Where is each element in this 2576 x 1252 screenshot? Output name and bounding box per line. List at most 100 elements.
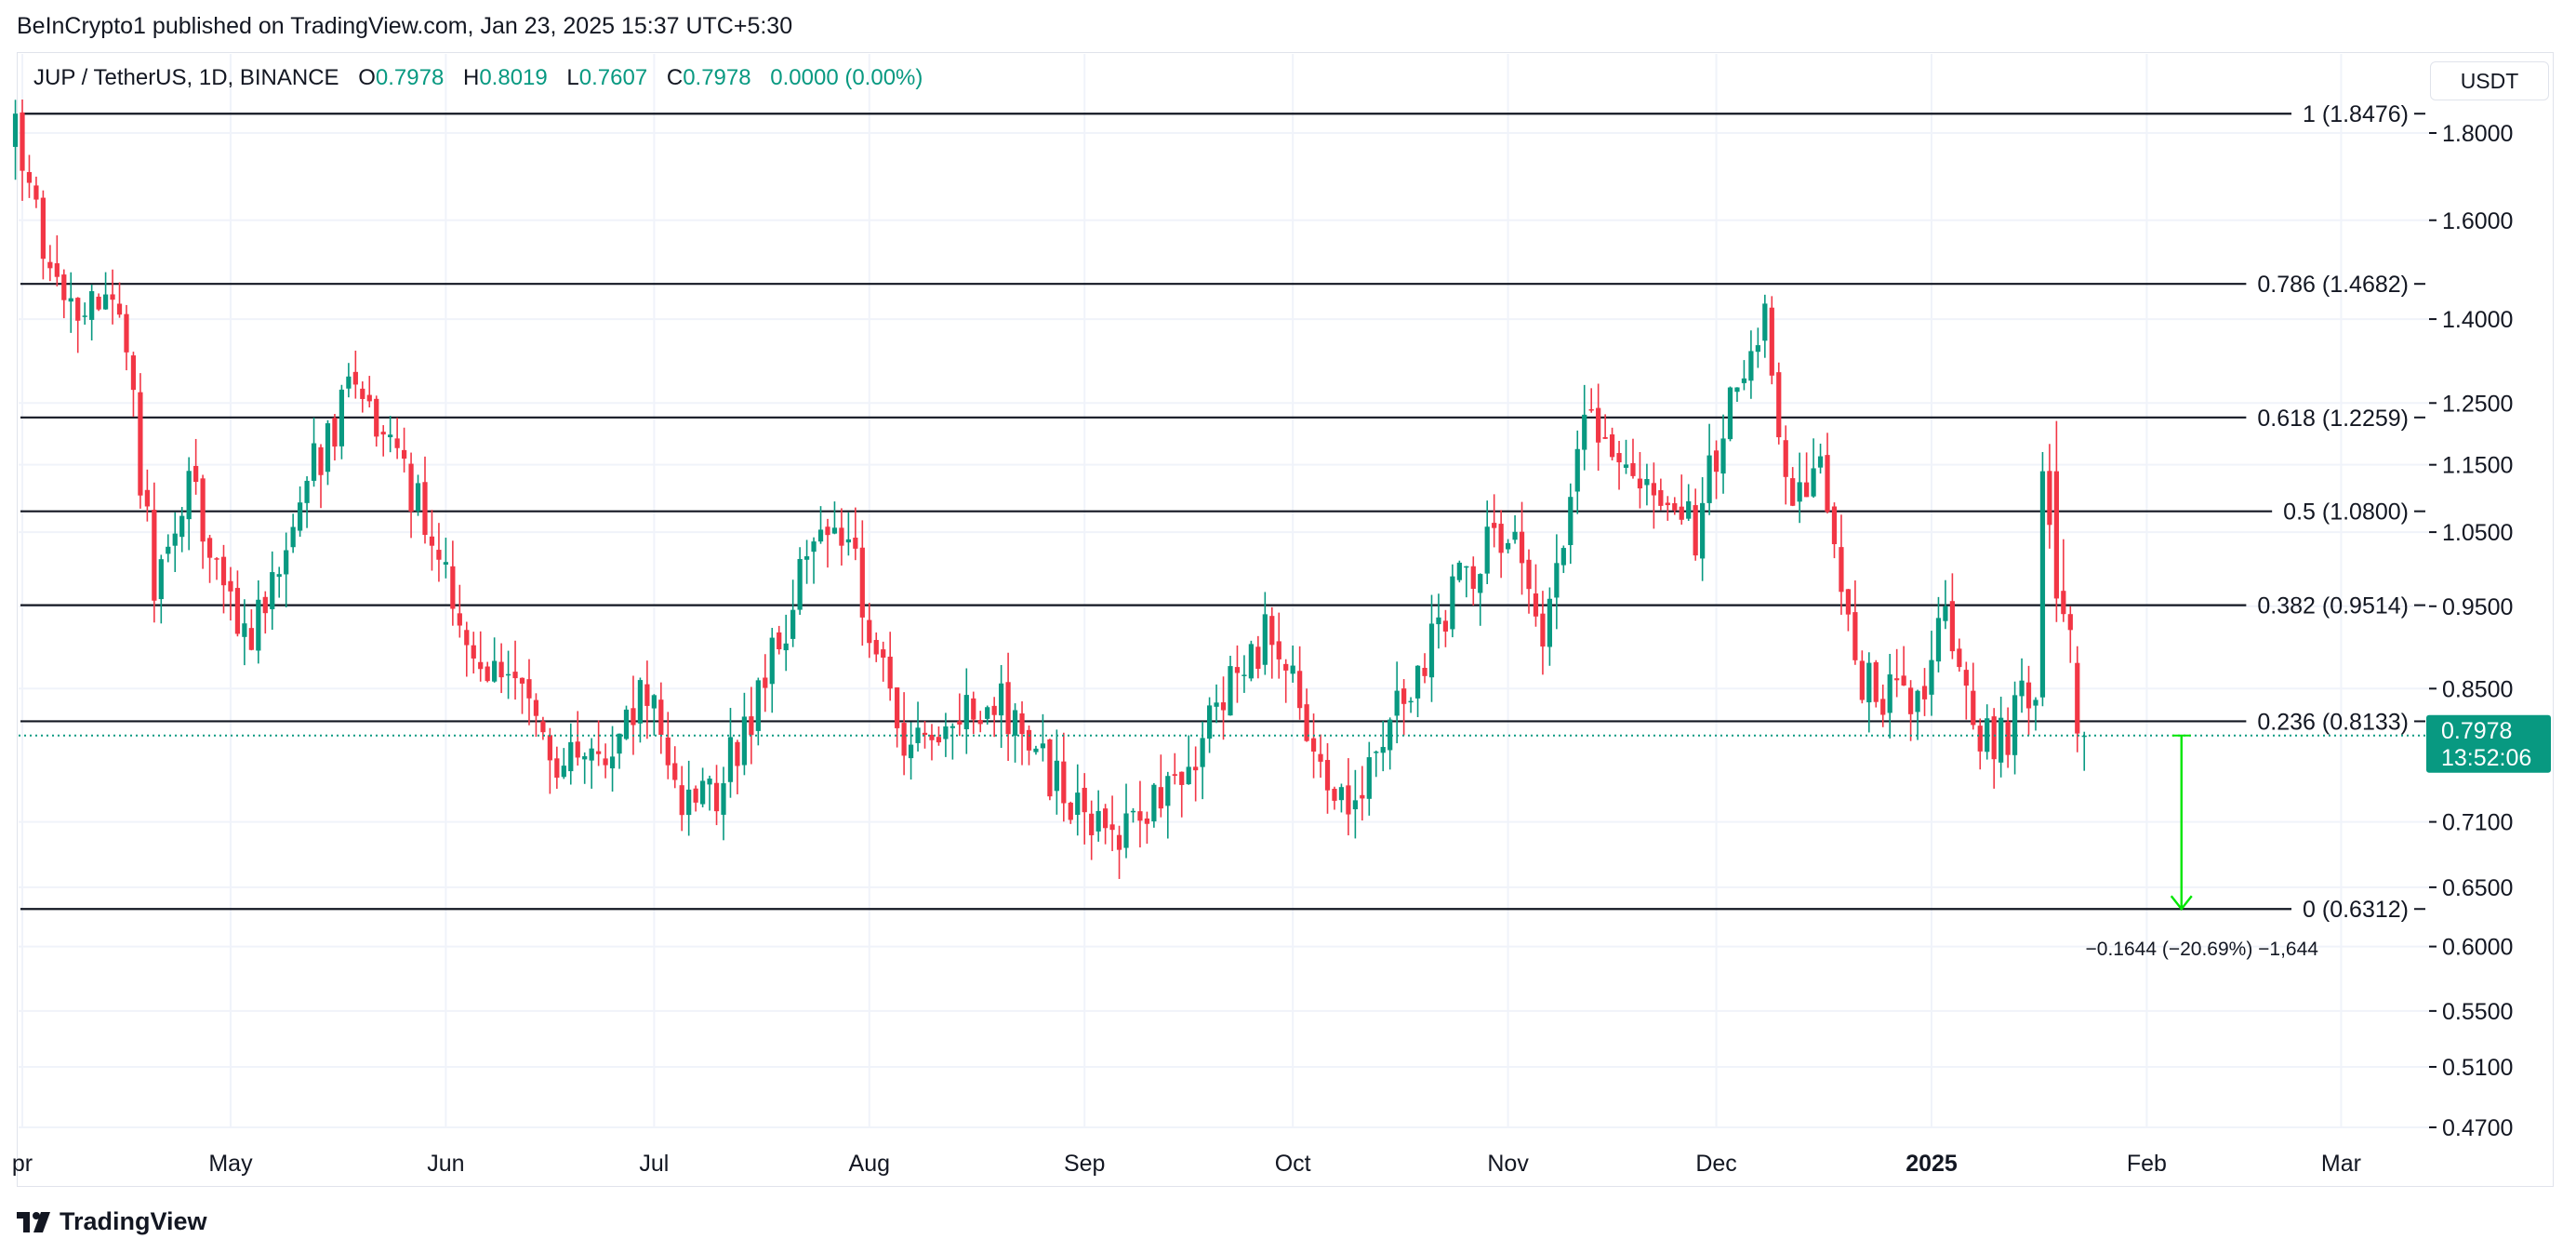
candle-down — [110, 294, 115, 300]
candle-up — [388, 434, 393, 438]
candle-down — [1269, 616, 1275, 646]
candle-down — [228, 580, 233, 592]
candle-up — [325, 423, 331, 473]
candle-up — [1582, 414, 1587, 450]
candle-up — [582, 756, 588, 760]
candle-up — [415, 483, 421, 512]
candle-up — [1123, 813, 1129, 848]
candle-up — [1762, 303, 1768, 341]
candle-up — [12, 113, 19, 147]
candle-up — [2019, 680, 2025, 697]
low-value: 0.7607 — [578, 65, 648, 90]
candle-down — [1630, 462, 1636, 476]
candle-up — [1414, 665, 1421, 699]
candle-down — [1804, 482, 1810, 498]
candle-down — [1360, 794, 1365, 799]
candle-up — [1935, 618, 1942, 662]
candle-up — [1054, 760, 1059, 792]
candle-down — [1332, 789, 1337, 801]
candle-down — [1193, 766, 1199, 771]
candle-down — [603, 758, 608, 766]
candle-down — [1672, 503, 1678, 511]
candle-up — [1505, 542, 1511, 550]
candle-up — [1748, 351, 1754, 381]
candle-up — [700, 780, 706, 805]
candle-down — [1713, 450, 1720, 473]
candle-up — [166, 546, 171, 554]
candle-down — [2025, 682, 2032, 709]
candle-down — [547, 735, 552, 761]
candle-up — [1151, 784, 1157, 822]
candle-up — [1720, 438, 1726, 474]
candle-down — [1422, 667, 1427, 676]
fib-level-label: 0.786 (1.4682) — [2257, 272, 2409, 298]
candle-up — [831, 527, 838, 534]
candle-up — [1262, 614, 1268, 665]
candle-down — [318, 446, 324, 475]
candle-down — [1977, 726, 1983, 752]
candle-down — [1971, 690, 1976, 726]
candle-up — [651, 695, 657, 709]
candle-down — [1519, 531, 1525, 564]
candle-down — [1839, 547, 1844, 593]
currency-button[interactable]: USDT — [2430, 61, 2549, 100]
candle-up — [1644, 479, 1650, 486]
candle-up — [1734, 387, 1740, 393]
candles — [12, 100, 2087, 879]
candle-down — [693, 788, 698, 803]
price-tick-label: 0.8500 — [2442, 676, 2513, 702]
candle-down — [735, 741, 740, 766]
change-value: 0.0000 (0.00%) — [770, 65, 923, 90]
candle-down — [61, 274, 67, 300]
candle-down — [75, 298, 81, 321]
candle-down — [631, 708, 636, 726]
time-tick-label: Jul — [639, 1151, 669, 1177]
candle-down — [1949, 601, 1956, 652]
candle-up — [1012, 710, 1018, 736]
candle-up — [304, 480, 310, 503]
candle-down — [1019, 713, 1025, 735]
candle-up — [1866, 662, 1872, 703]
candle-down — [54, 263, 60, 277]
time-tick-label: Dec — [1695, 1151, 1736, 1177]
time-axis: pr May Jun Jul Aug Sep Oct Nov Dec 2025 Feb Mar — [12, 1151, 2361, 1177]
candle-down — [1492, 523, 1497, 528]
candle-down — [1047, 739, 1053, 797]
candle-down — [1318, 753, 1323, 762]
candle-up — [1033, 748, 1039, 753]
candle-down — [2061, 591, 2066, 615]
candle-down — [1109, 824, 1115, 831]
candle-down — [540, 721, 546, 733]
candle-down — [248, 628, 254, 650]
candle-up — [102, 294, 109, 310]
candle-up — [2039, 471, 2046, 698]
candle-up — [1985, 718, 1990, 753]
candle-down — [672, 763, 678, 780]
high-value: 0.8019 — [479, 65, 548, 90]
low-label: L — [566, 65, 579, 90]
time-tick-label: 2025 — [1905, 1151, 1958, 1177]
fib-level-label: 0 (0.6312) — [2303, 897, 2409, 923]
candle-down — [1401, 688, 1407, 704]
candle-down — [881, 649, 886, 658]
candle-up — [1700, 502, 1706, 559]
tradingview-brand[interactable]: TradingView — [17, 1207, 207, 1236]
candle-up — [172, 533, 178, 546]
candle-up — [707, 779, 712, 785]
candle-down — [1825, 455, 1830, 513]
candle-up — [339, 389, 345, 446]
candle-up — [817, 529, 824, 542]
symbol-legend: JUP / TetherUS, 1D, BINANCE O0.7978 H0.8… — [33, 65, 936, 91]
fibonacci-retracement: 1 (1.8476) 0.786 (1.4682) 0.618 (1.2259) 0.… — [20, 101, 2425, 923]
candle-up — [949, 726, 955, 728]
candle-up — [1887, 674, 1892, 713]
candle-down — [901, 723, 907, 756]
candle-down — [193, 465, 199, 483]
candle-down — [519, 677, 525, 684]
candle-down — [1602, 436, 1608, 439]
time-tick-label: Aug — [849, 1151, 890, 1177]
candle-down — [1144, 818, 1150, 824]
chart-pane[interactable] — [17, 52, 2554, 1187]
candle-up — [270, 572, 275, 609]
